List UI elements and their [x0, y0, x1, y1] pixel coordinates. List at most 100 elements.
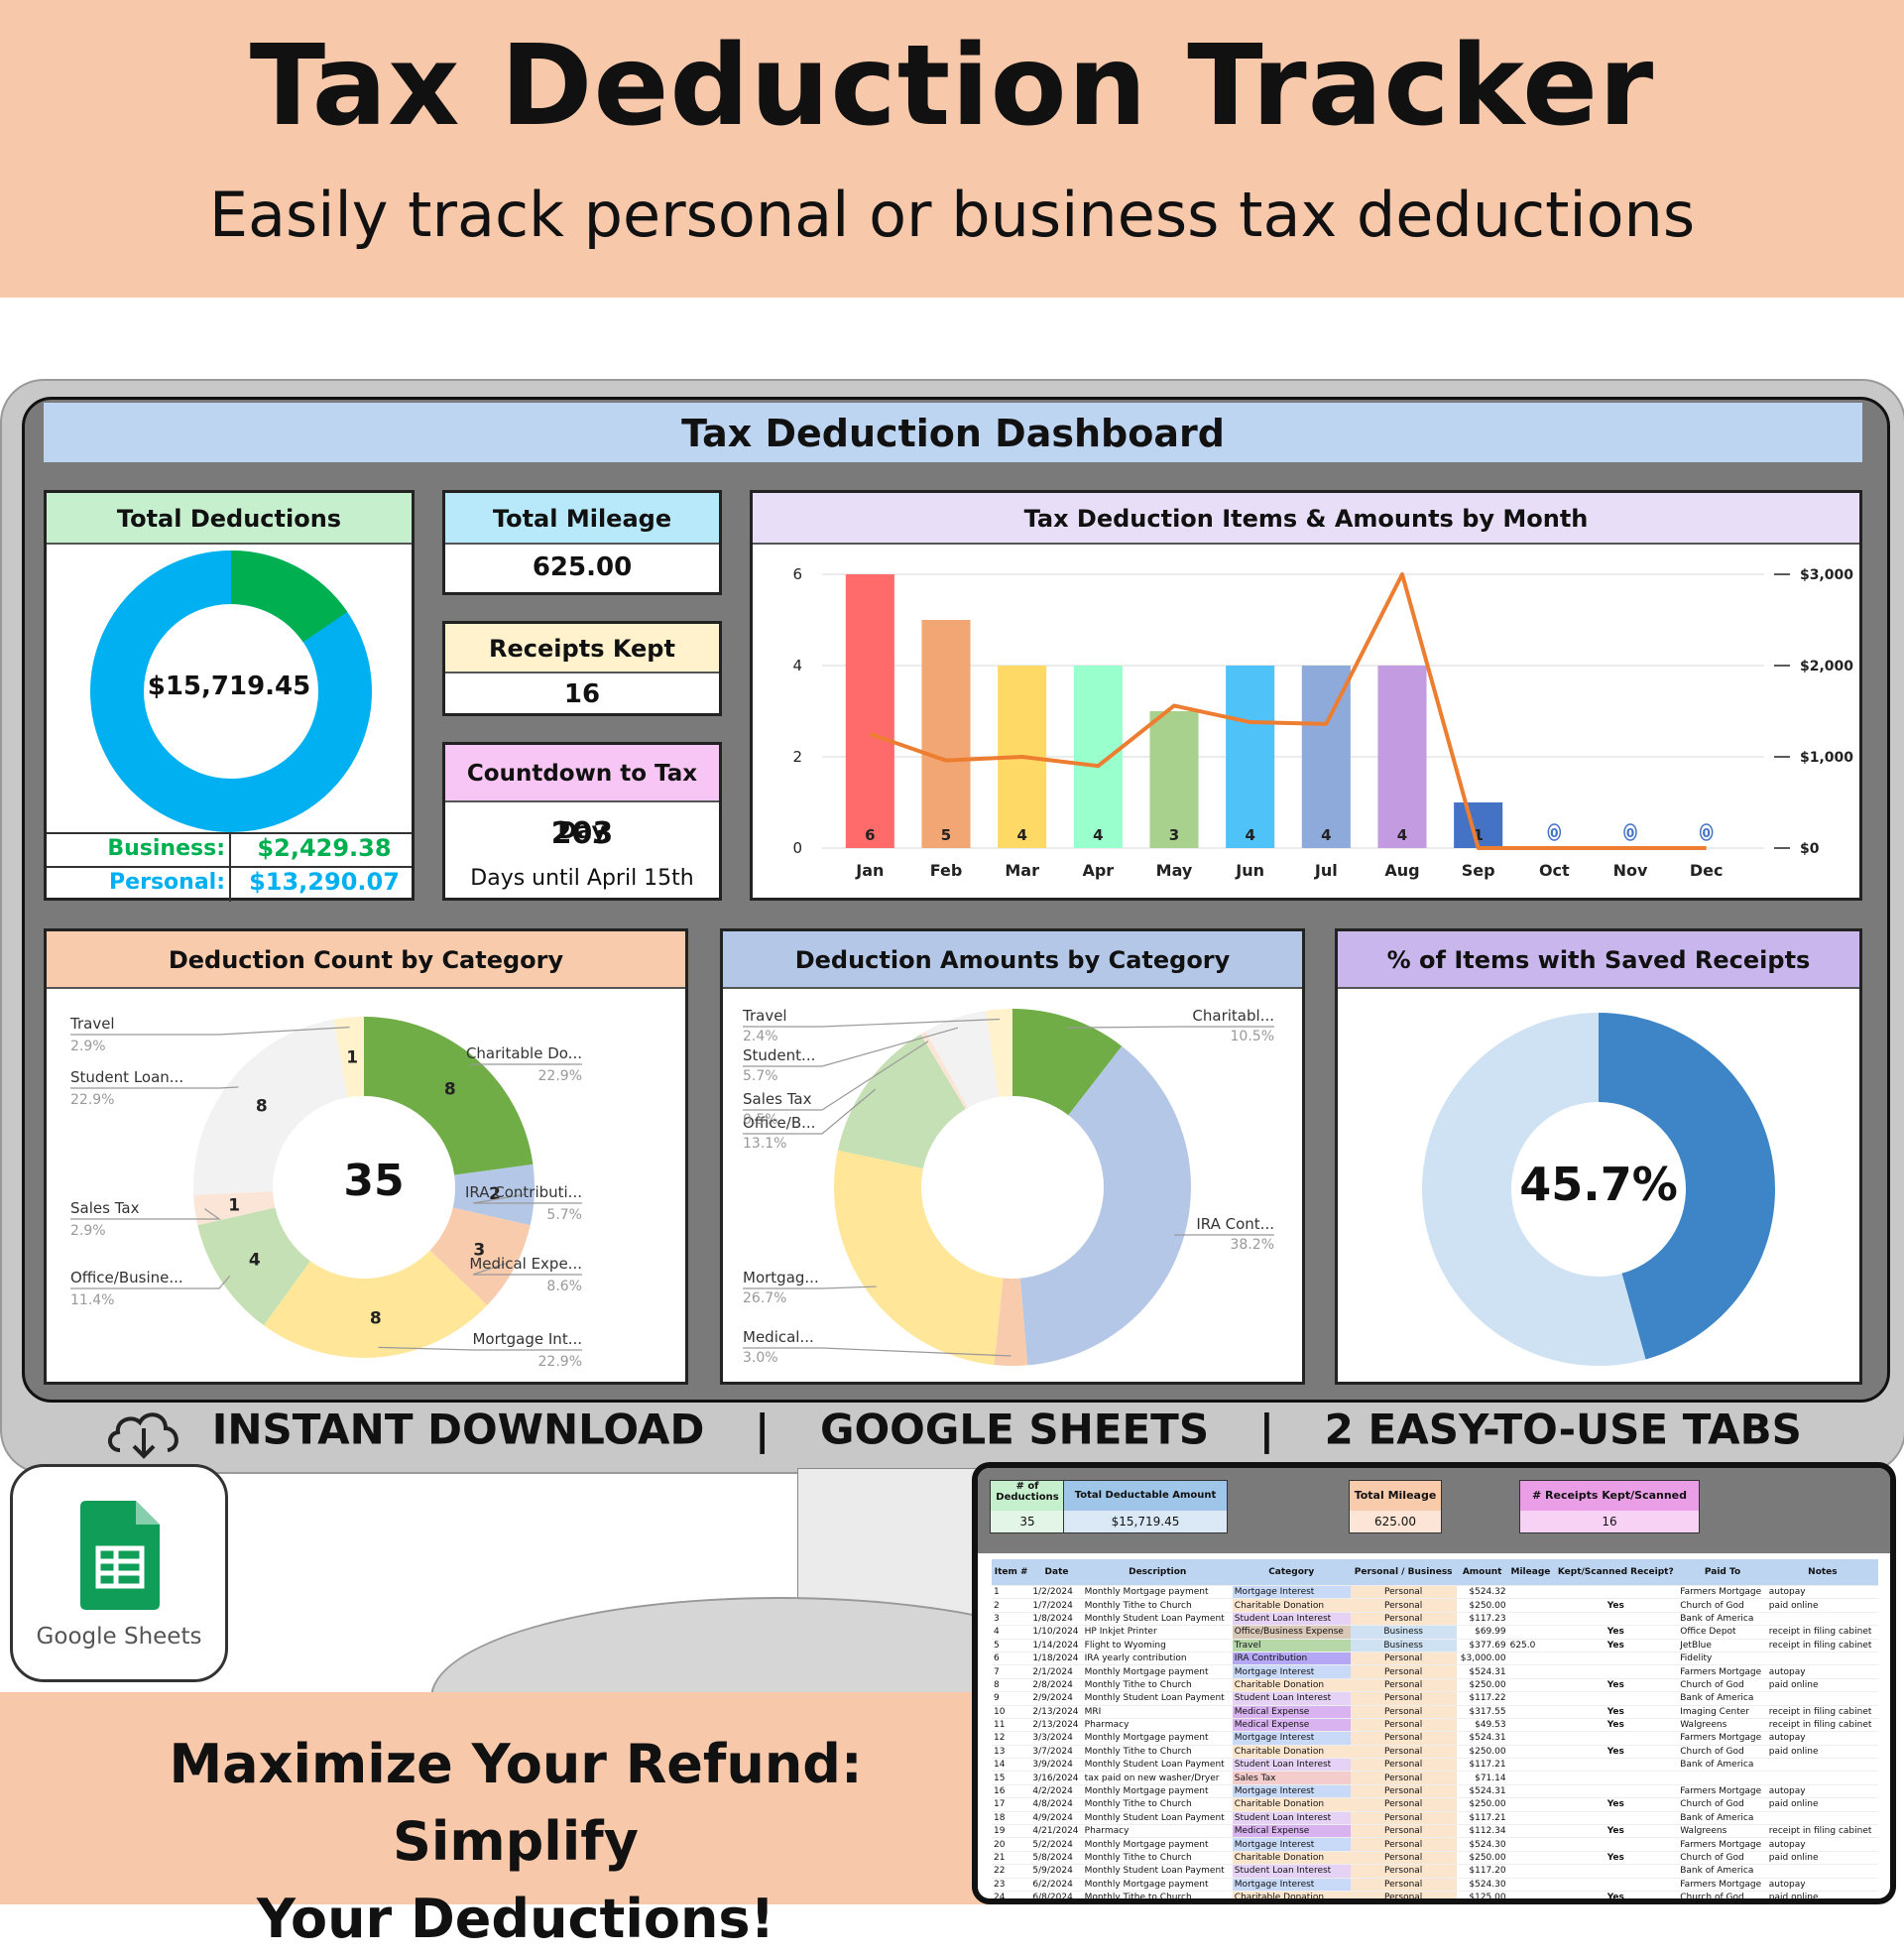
- table-cell[interactable]: Personal: [1351, 1825, 1457, 1838]
- table-cell[interactable]: 20: [992, 1838, 1030, 1851]
- table-cell[interactable]: Flight to Wyoming: [1083, 1639, 1233, 1652]
- table-cell[interactable]: Charitable Donation: [1233, 1599, 1351, 1612]
- table-cell[interactable]: [1508, 1851, 1554, 1864]
- table-cell[interactable]: 3: [992, 1612, 1030, 1625]
- table-cell[interactable]: Mortgage Interest: [1233, 1878, 1351, 1891]
- table-cell[interactable]: Charitable Donation: [1233, 1678, 1351, 1691]
- table-cell[interactable]: [1767, 1865, 1878, 1878]
- table-cell[interactable]: $250.00: [1457, 1678, 1508, 1691]
- table-cell[interactable]: Yes: [1553, 1718, 1678, 1731]
- table-cell[interactable]: [1553, 1665, 1678, 1678]
- table-cell[interactable]: receipt in filing cabinet: [1767, 1825, 1878, 1838]
- table-cell[interactable]: Farmers Mortgage: [1678, 1586, 1767, 1599]
- table-cell[interactable]: Business: [1351, 1626, 1457, 1639]
- table-cell[interactable]: Monthly Mortgage payment: [1083, 1732, 1233, 1745]
- table-cell[interactable]: paid online: [1767, 1798, 1878, 1811]
- table-cell[interactable]: Pharmacy: [1083, 1825, 1233, 1838]
- table-cell[interactable]: 1/2/2024: [1030, 1586, 1082, 1599]
- table-cell[interactable]: Monthly Tithe to Church: [1083, 1745, 1233, 1758]
- table-cell[interactable]: Personal: [1351, 1745, 1457, 1758]
- table-cell[interactable]: Personal: [1351, 1878, 1457, 1891]
- table-cell[interactable]: [1508, 1865, 1554, 1878]
- table-cell[interactable]: 2/9/2024: [1030, 1692, 1082, 1705]
- table-cell[interactable]: 12: [992, 1732, 1030, 1745]
- table-cell[interactable]: [1508, 1612, 1554, 1625]
- table-cell[interactable]: Monthly Tithe to Church: [1083, 1678, 1233, 1691]
- table-cell[interactable]: 11: [992, 1718, 1030, 1731]
- table-cell[interactable]: [1508, 1692, 1554, 1705]
- table-cell[interactable]: Mortgage Interest: [1233, 1784, 1351, 1797]
- table-cell[interactable]: receipt in filing cabinet: [1767, 1626, 1878, 1639]
- table-cell[interactable]: 2/13/2024: [1030, 1705, 1082, 1718]
- table-cell[interactable]: Charitable Donation: [1233, 1891, 1351, 1903]
- table-cell[interactable]: Monthly Tithe to Church: [1083, 1798, 1233, 1811]
- table-cell[interactable]: Yes: [1553, 1825, 1678, 1838]
- column-header[interactable]: Amount: [1457, 1559, 1508, 1586]
- table-cell[interactable]: $524.30: [1457, 1838, 1508, 1851]
- table-cell[interactable]: Bank of America: [1678, 1811, 1767, 1824]
- table-cell[interactable]: $250.00: [1457, 1599, 1508, 1612]
- table-cell[interactable]: [1767, 1612, 1878, 1625]
- table-cell[interactable]: [1508, 1705, 1554, 1718]
- table-cell[interactable]: Monthly Student Loan Payment: [1083, 1865, 1233, 1878]
- table-cell[interactable]: Personal: [1351, 1732, 1457, 1745]
- table-cell[interactable]: $125.00: [1457, 1891, 1508, 1903]
- table-cell[interactable]: Personal: [1351, 1692, 1457, 1705]
- table-cell[interactable]: $117.22: [1457, 1692, 1508, 1705]
- table-cell[interactable]: [1508, 1759, 1554, 1772]
- table-cell[interactable]: Bank of America: [1678, 1692, 1767, 1705]
- table-cell[interactable]: 23: [992, 1878, 1030, 1891]
- table-cell[interactable]: 1/18/2024: [1030, 1652, 1082, 1664]
- table-cell[interactable]: Medical Expense: [1233, 1705, 1351, 1718]
- table-cell[interactable]: 5: [992, 1639, 1030, 1652]
- table-cell[interactable]: Business: [1351, 1639, 1457, 1652]
- table-cell[interactable]: $377.69: [1457, 1639, 1508, 1652]
- table-cell[interactable]: [1508, 1811, 1554, 1824]
- table-cell[interactable]: Farmers Mortgage: [1678, 1732, 1767, 1745]
- table-cell[interactable]: [1508, 1626, 1554, 1639]
- table-cell[interactable]: [1553, 1772, 1678, 1784]
- table-cell[interactable]: Personal: [1351, 1865, 1457, 1878]
- column-header[interactable]: Date: [1030, 1559, 1082, 1586]
- table-cell[interactable]: Yes: [1553, 1678, 1678, 1691]
- table-cell[interactable]: Farmers Mortgage: [1678, 1784, 1767, 1797]
- column-header[interactable]: Description: [1083, 1559, 1233, 1586]
- table-cell[interactable]: Farmers Mortgage: [1678, 1838, 1767, 1851]
- table-cell[interactable]: Personal: [1351, 1678, 1457, 1691]
- table-cell[interactable]: paid online: [1767, 1745, 1878, 1758]
- table-cell[interactable]: Yes: [1553, 1745, 1678, 1758]
- table-cell[interactable]: Bank of America: [1678, 1759, 1767, 1772]
- table-cell[interactable]: $71.14: [1457, 1772, 1508, 1784]
- table-cell[interactable]: IRA Contribution: [1233, 1652, 1351, 1664]
- table-cell[interactable]: autopay: [1767, 1732, 1878, 1745]
- table-cell[interactable]: 2: [992, 1599, 1030, 1612]
- table-cell[interactable]: 24: [992, 1891, 1030, 1903]
- table-cell[interactable]: 19: [992, 1825, 1030, 1838]
- table-cell[interactable]: $250.00: [1457, 1745, 1508, 1758]
- table-cell[interactable]: autopay: [1767, 1665, 1878, 1678]
- table-cell[interactable]: 3/9/2024: [1030, 1759, 1082, 1772]
- table-cell[interactable]: 14: [992, 1759, 1030, 1772]
- table-cell[interactable]: Monthly Tithe to Church: [1083, 1891, 1233, 1903]
- column-header[interactable]: Mileage: [1508, 1559, 1554, 1586]
- table-cell[interactable]: [1553, 1586, 1678, 1599]
- table-cell[interactable]: 3/7/2024: [1030, 1745, 1082, 1758]
- table-cell[interactable]: [1508, 1718, 1554, 1731]
- table-cell[interactable]: [1767, 1692, 1878, 1705]
- table-cell[interactable]: [1553, 1811, 1678, 1824]
- table-cell[interactable]: 2/13/2024: [1030, 1718, 1082, 1731]
- table-cell[interactable]: $117.21: [1457, 1811, 1508, 1824]
- table-cell[interactable]: Church of God: [1678, 1891, 1767, 1903]
- table-cell[interactable]: Monthly Student Loan Payment: [1083, 1759, 1233, 1772]
- table-cell[interactable]: Church of God: [1678, 1851, 1767, 1864]
- table-cell[interactable]: 1: [992, 1586, 1030, 1599]
